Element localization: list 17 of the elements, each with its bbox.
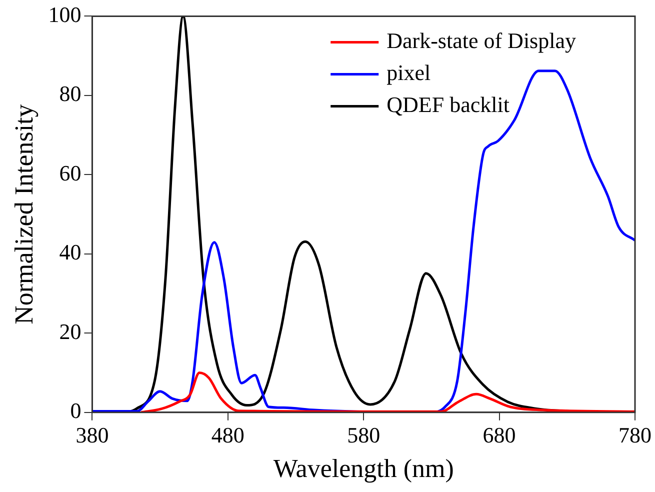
x-axis-title: Wavelength (nm): [273, 454, 454, 484]
y-tick-label: 100: [48, 2, 82, 27]
y-tick-label: 80: [59, 81, 82, 106]
x-tick-label: 380: [76, 422, 109, 448]
x-tick-label: 680: [482, 422, 516, 448]
y-tick-label: 0: [70, 398, 82, 424]
y-tick-label: 20: [59, 318, 82, 344]
legend-label: Dark-state of Display: [386, 28, 576, 53]
y-tick-label: 60: [59, 160, 82, 186]
y-axis-title: Normalized Intensity: [9, 104, 38, 324]
x-tick-label: 780: [618, 422, 652, 448]
legend-label: QDEF backlit: [386, 92, 510, 117]
x-tick-label: 480: [211, 422, 244, 448]
x-tick-label: 580: [347, 422, 380, 448]
y-tick-label: 40: [59, 240, 82, 265]
legend-label: pixel: [386, 60, 431, 85]
line-series: [140, 372, 635, 412]
